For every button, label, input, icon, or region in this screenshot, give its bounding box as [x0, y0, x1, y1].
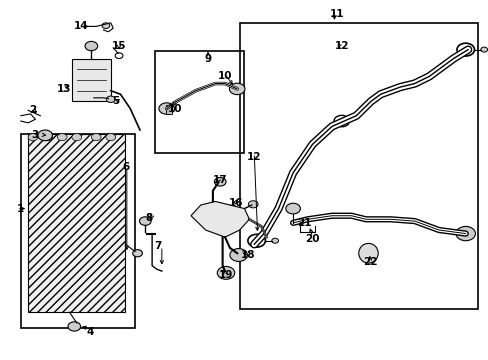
Text: 22: 22: [363, 257, 377, 267]
Circle shape: [229, 249, 247, 261]
Text: 1: 1: [17, 203, 24, 213]
Bar: [165, 105, 171, 114]
Circle shape: [102, 23, 110, 28]
Text: 6: 6: [122, 162, 129, 172]
Circle shape: [57, 134, 67, 141]
Circle shape: [68, 322, 81, 331]
Text: 16: 16: [228, 198, 243, 208]
Circle shape: [106, 96, 115, 103]
Text: 10: 10: [167, 104, 182, 113]
Text: 10: 10: [217, 71, 232, 81]
Text: 12: 12: [246, 152, 261, 162]
Text: 15: 15: [112, 41, 126, 51]
Text: 2: 2: [30, 105, 37, 115]
Bar: [239, 23, 477, 309]
Circle shape: [139, 217, 151, 225]
Ellipse shape: [358, 243, 377, 263]
Circle shape: [285, 203, 300, 214]
Circle shape: [85, 41, 98, 51]
Circle shape: [91, 134, 101, 141]
Polygon shape: [191, 202, 249, 237]
Text: 11: 11: [329, 9, 344, 19]
Circle shape: [229, 83, 244, 95]
Bar: [154, 51, 244, 153]
Circle shape: [132, 249, 142, 257]
Circle shape: [214, 177, 225, 186]
Circle shape: [106, 134, 116, 141]
Text: 20: 20: [305, 234, 319, 244]
Circle shape: [217, 266, 234, 279]
Text: 17: 17: [212, 175, 227, 185]
Text: 14: 14: [73, 21, 88, 31]
Bar: [28, 134, 125, 312]
Circle shape: [42, 134, 52, 141]
Circle shape: [248, 201, 258, 208]
Circle shape: [72, 134, 81, 141]
Circle shape: [38, 130, 52, 141]
Text: 9: 9: [204, 54, 211, 64]
Text: 7: 7: [154, 241, 162, 251]
Text: 21: 21: [296, 218, 311, 228]
Circle shape: [271, 238, 278, 243]
Circle shape: [159, 103, 174, 114]
Text: 8: 8: [145, 212, 152, 222]
Text: 3: 3: [31, 130, 39, 140]
Text: 13: 13: [57, 84, 72, 94]
Text: 18: 18: [240, 250, 255, 260]
Text: 12: 12: [334, 41, 348, 51]
Circle shape: [480, 47, 487, 52]
Bar: [72, 59, 111, 102]
Text: 5: 5: [112, 96, 119, 107]
Text: 4: 4: [86, 327, 94, 337]
Text: 19: 19: [219, 270, 233, 280]
Bar: [21, 134, 135, 328]
Circle shape: [455, 226, 474, 241]
Circle shape: [28, 134, 38, 141]
